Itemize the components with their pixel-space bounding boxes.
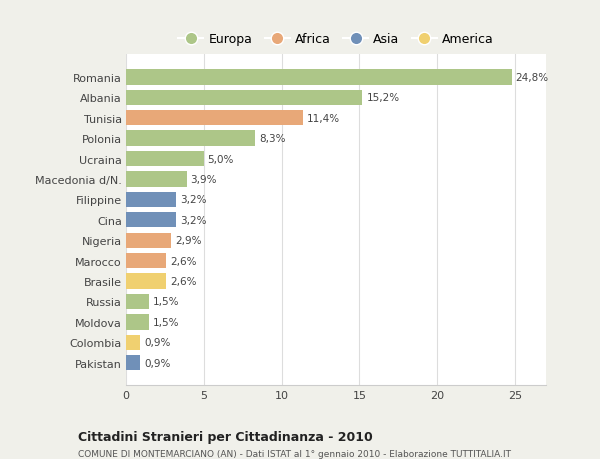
Text: Cittadini Stranieri per Cittadinanza - 2010: Cittadini Stranieri per Cittadinanza - 2… (78, 431, 373, 443)
Text: 1,5%: 1,5% (153, 297, 180, 307)
Legend: Europa, Africa, Asia, America: Europa, Africa, Asia, America (173, 28, 499, 51)
Text: 2,9%: 2,9% (175, 236, 202, 246)
Bar (126, 151, 204, 167)
Text: 0,9%: 0,9% (144, 358, 170, 368)
Text: 0,9%: 0,9% (144, 337, 170, 347)
Text: 5,0%: 5,0% (208, 154, 234, 164)
Bar (126, 335, 140, 350)
Bar (126, 192, 176, 207)
Bar (126, 90, 362, 106)
Text: 2,6%: 2,6% (170, 276, 197, 286)
Bar (126, 233, 171, 248)
Text: 3,9%: 3,9% (191, 174, 217, 185)
Bar (126, 70, 512, 85)
Text: 8,3%: 8,3% (259, 134, 286, 144)
Text: 1,5%: 1,5% (153, 317, 180, 327)
Bar (126, 253, 166, 269)
Bar (126, 294, 149, 309)
Bar (126, 131, 255, 146)
Text: 24,8%: 24,8% (515, 73, 549, 83)
Bar (126, 274, 166, 289)
Text: 3,2%: 3,2% (179, 195, 206, 205)
Text: 11,4%: 11,4% (307, 113, 340, 123)
Bar (126, 213, 176, 228)
Bar (126, 172, 187, 187)
Bar (126, 111, 304, 126)
Text: 15,2%: 15,2% (367, 93, 400, 103)
Bar (126, 355, 140, 370)
Text: 2,6%: 2,6% (170, 256, 197, 266)
Text: COMUNE DI MONTEMARCIANO (AN) - Dati ISTAT al 1° gennaio 2010 - Elaborazione TUTT: COMUNE DI MONTEMARCIANO (AN) - Dati ISTA… (78, 449, 511, 458)
Bar (126, 314, 149, 330)
Text: 3,2%: 3,2% (179, 215, 206, 225)
